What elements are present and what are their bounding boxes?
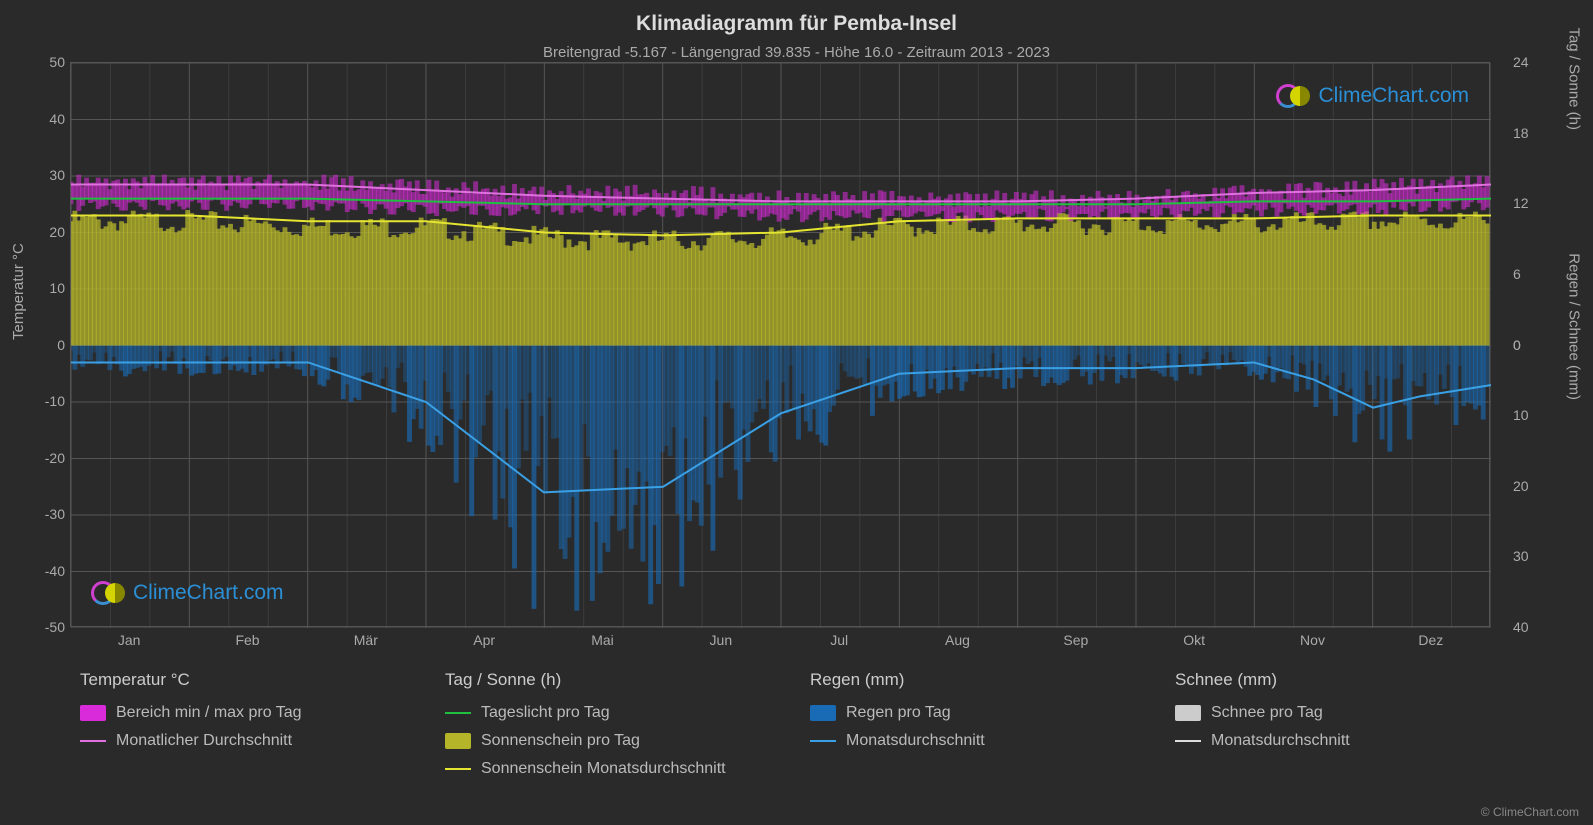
legend-heading: Temperatur °C	[80, 670, 425, 690]
swatch	[80, 705, 106, 721]
y-tick-left: 40	[35, 111, 65, 127]
y-tick-right-bottom: 40	[1513, 619, 1543, 635]
legend-heading: Regen (mm)	[810, 670, 1155, 690]
legend-item: Sonnenschein pro Tag	[445, 732, 790, 750]
swatch	[810, 705, 836, 721]
legend-item: Regen pro Tag	[810, 704, 1155, 722]
legend-item: Monatsdurchschnitt	[1175, 732, 1520, 750]
legend-label: Tageslicht pro Tag	[481, 704, 610, 722]
y-tick-right-bottom: 20	[1513, 478, 1543, 494]
x-tick-month: Apr	[473, 632, 495, 648]
y-tick-left: -40	[35, 563, 65, 579]
legend-item: Tageslicht pro Tag	[445, 704, 790, 722]
x-tick-month: Jan	[118, 632, 141, 648]
logo-bottom: ClimeChart.com	[91, 578, 284, 608]
legend-label: Monatsdurchschnitt	[846, 732, 985, 750]
x-tick-month: Mär	[354, 632, 378, 648]
swatch	[80, 740, 106, 742]
x-tick-month: Nov	[1300, 632, 1325, 648]
x-tick-month: Feb	[235, 632, 259, 648]
legend-col-sun: Tag / Sonne (h) Tageslicht pro Tag Sonne…	[445, 670, 790, 788]
legend-col-rain: Regen (mm) Regen pro Tag Monatsdurchschn…	[810, 670, 1155, 788]
x-tick-month: Sep	[1063, 632, 1088, 648]
y-tick-right-top: 12	[1513, 195, 1543, 211]
swatch	[1175, 740, 1201, 742]
y-tick-left: 10	[35, 280, 65, 296]
legend-label: Schnee pro Tag	[1211, 704, 1323, 722]
y-axis-right-label-bottom: Regen / Schnee (mm)	[1566, 253, 1583, 400]
legend-label: Regen pro Tag	[846, 704, 951, 722]
legend-col-snow: Schnee (mm) Schnee pro Tag Monatsdurchsc…	[1175, 670, 1520, 788]
legend-item: Bereich min / max pro Tag	[80, 704, 425, 722]
legend-label: Monatsdurchschnitt	[1211, 732, 1350, 750]
y-tick-left: -30	[35, 506, 65, 522]
copyright: © ClimeChart.com	[1481, 805, 1579, 819]
swatch	[810, 740, 836, 742]
legend-item: Schnee pro Tag	[1175, 704, 1520, 722]
y-tick-right-bottom: 10	[1513, 407, 1543, 423]
x-tick-month: Mai	[591, 632, 614, 648]
y-axis-right-label-top: Tag / Sonne (h)	[1566, 27, 1583, 130]
y-tick-right-top: 24	[1513, 54, 1543, 70]
plot-area: ClimeChart.com ClimeChart.com	[70, 62, 1490, 627]
y-tick-left: 50	[35, 54, 65, 70]
y-tick-left: -20	[35, 450, 65, 466]
y-tick-right-top: 18	[1513, 125, 1543, 141]
y-tick-left: 30	[35, 167, 65, 183]
y-tick-right-bottom: 0	[1513, 337, 1543, 353]
y-tick-right-top: 6	[1513, 266, 1543, 282]
legend-item: Monatsdurchschnitt	[810, 732, 1155, 750]
chart-container: Klimadiagramm für Pemba-Insel Breitengra…	[0, 0, 1593, 825]
y-tick-left: 0	[35, 337, 65, 353]
x-tick-month: Jul	[830, 632, 848, 648]
x-tick-month: Okt	[1183, 632, 1205, 648]
y-axis-left-label: Temperatur °C	[10, 243, 27, 340]
logo-icon	[91, 578, 127, 608]
legend-label: Monatlicher Durchschnitt	[116, 732, 292, 750]
logo-icon	[1276, 81, 1312, 111]
y-tick-right-bottom: 30	[1513, 548, 1543, 564]
legend-label: Sonnenschein Monatsdurchschnitt	[481, 760, 726, 778]
legend-item: Sonnenschein Monatsdurchschnitt	[445, 760, 790, 778]
chart-title: Klimadiagramm für Pemba-Insel	[0, 0, 1593, 36]
legend-col-temp: Temperatur °C Bereich min / max pro Tag …	[80, 670, 425, 788]
logo-text: ClimeChart.com	[1318, 84, 1469, 108]
x-tick-month: Jun	[710, 632, 733, 648]
y-tick-left: 20	[35, 224, 65, 240]
swatch	[445, 712, 471, 714]
chart-subtitle: Breitengrad -5.167 - Längengrad 39.835 -…	[0, 36, 1593, 61]
logo-text: ClimeChart.com	[133, 581, 284, 605]
legend-heading: Tag / Sonne (h)	[445, 670, 790, 690]
legend-item: Monatlicher Durchschnitt	[80, 732, 425, 750]
legend: Temperatur °C Bereich min / max pro Tag …	[80, 670, 1520, 788]
x-tick-month: Aug	[945, 632, 970, 648]
legend-heading: Schnee (mm)	[1175, 670, 1520, 690]
swatch	[445, 733, 471, 749]
logo-top: ClimeChart.com	[1276, 81, 1469, 111]
legend-label: Bereich min / max pro Tag	[116, 704, 302, 722]
legend-label: Sonnenschein pro Tag	[481, 732, 640, 750]
swatch	[445, 768, 471, 770]
x-tick-month: Dez	[1418, 632, 1443, 648]
swatch	[1175, 705, 1201, 721]
y-tick-left: -50	[35, 619, 65, 635]
plot-svg	[71, 63, 1491, 628]
y-tick-left: -10	[35, 393, 65, 409]
